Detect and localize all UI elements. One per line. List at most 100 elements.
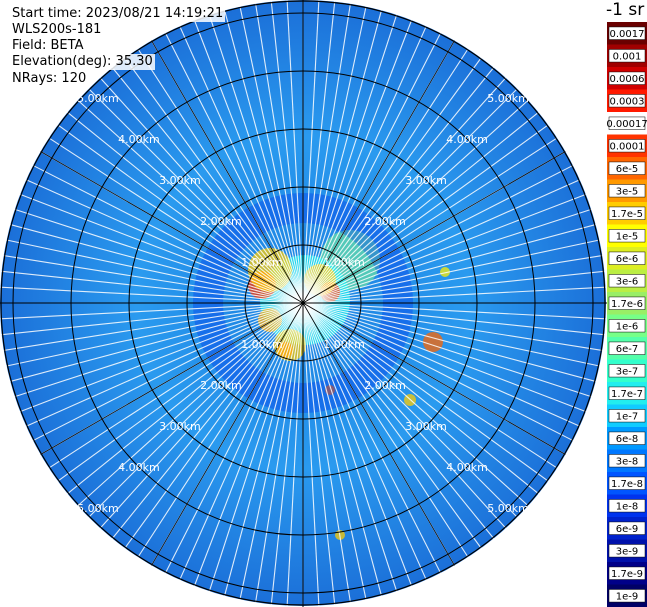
ray-line [19,193,304,304]
ray-line [14,302,304,398]
ray-line [3,302,304,351]
colorbar-label-box [608,386,646,400]
ray-line [48,137,304,304]
ray-line [302,164,574,304]
ray-line [302,124,549,304]
range-ring-label: 4.00km [446,461,488,474]
azimuth-spoke [302,151,566,304]
ray-line [302,302,442,574]
colorbar-label-box [608,319,646,333]
range-ring-label: 5.00km [77,502,119,515]
ray-line [10,302,304,382]
ray-line [302,302,482,549]
ray-line [164,302,304,574]
ray-line [302,302,606,320]
ray-line [193,302,304,587]
colorbar-label: 0.00017 [607,119,647,130]
range-ring-label: 1.00km [241,338,283,351]
ray-line [302,179,581,304]
colorbar-label: 3e-5 [616,186,639,197]
colorbar-label: 1e-8 [616,501,639,512]
ray-line [302,99,529,304]
colorbar-label: 3e-7 [616,366,639,377]
ray-line [302,3,351,304]
colorbar-label-box [608,431,646,445]
colorbar-label: 1e-9 [616,591,639,602]
ray-line [302,302,603,351]
range-ring-label: 4.00km [118,461,160,474]
ray-line [99,302,304,529]
colorbar-label: 1.7e-5 [611,209,643,220]
range-ring-label: 5.00km [487,92,529,105]
colorbar-label-box [608,161,646,175]
ray-line [302,302,592,398]
ray-line [6,302,304,367]
ray-line [302,302,587,413]
ray-line [302,48,469,304]
ray-line [32,302,304,442]
ray-line [302,302,336,605]
colorbar-label-box [608,184,646,198]
colorbar-label: 0.0017 [610,29,645,40]
colorbar-label: 6e-7 [616,344,639,355]
range-ring-label: 4.00km [446,133,488,146]
ray-line [302,302,427,581]
elevation-label: Elevation(deg): 35.30 [10,54,155,70]
ray-line [302,14,398,304]
ray-line [302,193,587,304]
ray-line [19,302,304,413]
colorbar-label-box [608,364,646,378]
colorbar-label-box [608,499,646,513]
ray-line [88,302,304,518]
nrays-label: NRays: 120 [10,71,89,87]
ray-line [179,302,304,581]
ray-line [302,302,518,518]
colorbar-label: 0.001 [613,51,642,62]
ray-line [302,224,596,304]
ray-line [302,302,529,507]
ray-line [302,10,382,304]
ray-line [25,179,304,304]
field-label: Field: BETA [10,38,86,54]
ray-line [302,270,605,304]
ray-line [255,302,304,603]
ray-line [302,0,320,304]
colorbar-label-box [608,94,646,108]
range-ring-label: 2.00km [364,215,406,228]
ray-line [67,111,304,304]
azimuth-spoke [302,302,455,566]
colorbar-label: 0.0003 [610,96,645,107]
range-ring-label: 1.00km [241,256,283,269]
start-time-label: Start time: 2023/08/21 14:19:21 [10,6,226,22]
colorbar-label: 1e-6 [616,321,639,332]
ray-line [302,302,495,539]
echo-region [423,332,443,352]
ray-line [302,286,606,304]
ray-line [302,302,605,336]
range-ring-label: 5.00km [487,502,529,515]
ray-line [286,302,304,606]
colorbar-label-box [608,296,646,310]
colorbar-label: 6e-9 [616,524,639,535]
ray-line [48,302,304,469]
ray-line [302,302,351,603]
colorbar-label: 1.7e-8 [611,479,643,490]
ray-lines [0,0,606,606]
ray-line [224,302,304,596]
ray-line [25,302,304,427]
ray-line [1,270,304,304]
ray-line [302,1,336,304]
ray-line [32,164,304,304]
colorbar-label: 3e-6 [616,276,639,287]
echo-region [440,267,450,277]
ray-line [302,67,495,304]
ray-line [270,302,304,605]
ray-line [302,208,592,304]
ray-line [208,302,304,592]
ray-line [302,6,367,304]
ray-line [1,302,304,336]
colorbar: 0.0017 0.001 0.0006 0.0003 0.00017 0.0001 6e-5… [607,22,647,607]
colorbar-label: 1e-5 [616,231,639,242]
ray-line [137,302,304,558]
colorbar-label-box [608,566,646,580]
